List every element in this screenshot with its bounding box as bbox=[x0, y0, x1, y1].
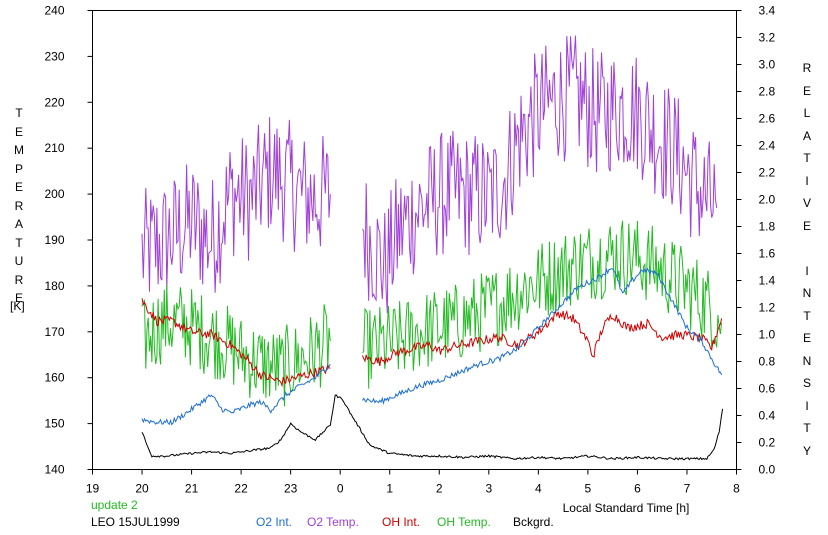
legend-item-oh-int: OH Int. bbox=[382, 515, 421, 529]
left-tick-label: 160 bbox=[44, 371, 64, 385]
x-tick-label: 1 bbox=[386, 482, 393, 496]
right-tick-label: 1.2 bbox=[759, 301, 776, 315]
right-tick-label: 3.2 bbox=[759, 31, 776, 45]
right-tick-label: 2.0 bbox=[759, 193, 776, 207]
x-tick-label: 23 bbox=[284, 482, 298, 496]
series-line-oh-temp bbox=[141, 220, 723, 407]
series-line-o2-int bbox=[141, 267, 723, 426]
x-tick-label: 0 bbox=[337, 482, 344, 496]
legend-item-o2-int: O2 Int. bbox=[256, 515, 293, 529]
left-tick-label: 230 bbox=[44, 49, 64, 63]
right-tick-label: 0.6 bbox=[759, 382, 776, 396]
right-tick-label: 0.4 bbox=[759, 409, 776, 423]
right-tick-label: 0.8 bbox=[759, 355, 776, 369]
right-tick-label: 2.8 bbox=[759, 85, 776, 99]
x-tick-label: 21 bbox=[185, 482, 199, 496]
x-tick-label: 2 bbox=[436, 482, 443, 496]
right-tick-label: 2.2 bbox=[759, 166, 776, 180]
x-axis-label: Local Standard Time [h] bbox=[563, 501, 690, 515]
series-layer bbox=[141, 35, 724, 461]
right-tick-label: 1.6 bbox=[759, 247, 776, 261]
right-axis-ticks: 0.0 0.2 0.4 0.6 0.8 1.0 1.2 1.4 1.6 1.8 2.0 2.2 2.4 2… bbox=[736, 4, 776, 477]
x-tick-label: 3 bbox=[485, 482, 492, 496]
left-tick-label: 200 bbox=[44, 187, 64, 201]
legend-item-oh-temp: OH Temp. bbox=[437, 515, 491, 529]
series-line-oh-int bbox=[141, 298, 723, 388]
right-tick-label: 3.4 bbox=[759, 4, 776, 18]
right-tick-label: 2.4 bbox=[759, 139, 776, 153]
series-line-o2-temp bbox=[141, 35, 718, 314]
update-annotation: update 2 bbox=[91, 498, 138, 512]
x-tick-label: 5 bbox=[585, 482, 592, 496]
x-tick-label: 20 bbox=[135, 482, 149, 496]
x-tick-label: 6 bbox=[634, 482, 641, 496]
x-tick-label: 22 bbox=[234, 482, 248, 496]
right-tick-label: 0.0 bbox=[759, 463, 776, 477]
right-tick-label: 1.4 bbox=[759, 274, 776, 288]
left-tick-label: 210 bbox=[44, 141, 64, 155]
legend-item-bckgrd: Bckgrd. bbox=[513, 515, 554, 529]
right-tick-label: 1.8 bbox=[759, 220, 776, 234]
left-axis-ticks: 140 150 160 170 180 190 200 210 220 230 240 bbox=[44, 4, 93, 477]
left-tick-label: 240 bbox=[44, 4, 64, 18]
left-tick-label: 180 bbox=[44, 279, 64, 293]
left-axis-unit: [K] bbox=[10, 299, 25, 313]
left-tick-label: 170 bbox=[44, 325, 64, 339]
left-tick-label: 220 bbox=[44, 95, 64, 109]
left-tick-label: 150 bbox=[44, 417, 64, 431]
x-axis-ticks: 19 20 21 22 23 0 1 2 3 4 5 6 7 8 bbox=[86, 469, 740, 496]
x-tick-label: 7 bbox=[684, 482, 691, 496]
station-annotation: LEO 15JUL1999 bbox=[91, 515, 180, 529]
left-tick-label: 140 bbox=[44, 463, 64, 477]
x-tick-label: 8 bbox=[733, 482, 740, 496]
legend-item-o2-temp: O2 Temp. bbox=[307, 515, 359, 529]
left-tick-label: 190 bbox=[44, 233, 64, 247]
x-tick-label: 19 bbox=[86, 482, 100, 496]
right-tick-label: 0.2 bbox=[759, 436, 776, 450]
x-tick-label: 4 bbox=[535, 482, 542, 496]
series-line-bckgrd bbox=[141, 394, 724, 461]
right-tick-label: 1.0 bbox=[759, 328, 776, 342]
plot-frame bbox=[92, 10, 737, 470]
right-tick-label: 3.0 bbox=[759, 58, 776, 72]
right-tick-label: 2.6 bbox=[759, 112, 776, 126]
